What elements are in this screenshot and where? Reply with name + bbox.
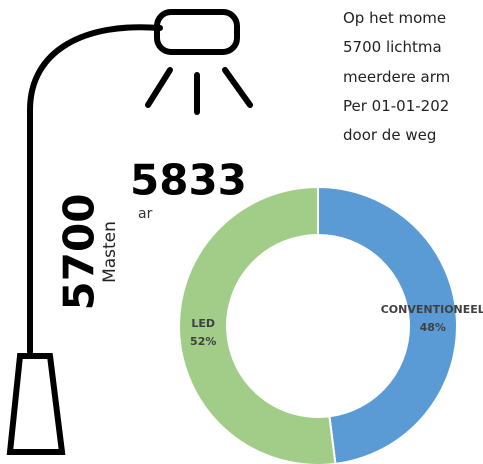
- text-line: Per 01-01-202: [343, 97, 450, 115]
- armaturen-label: ar: [138, 206, 153, 222]
- donut-chart: CONVENTIONEEL 48% LED 52%: [178, 185, 483, 464]
- masten-label: Masten: [100, 221, 120, 283]
- masten-count: 5700: [55, 194, 104, 311]
- lamp-icon: [6, 9, 253, 455]
- text-line: meerdere arm: [343, 68, 451, 86]
- segment-label: CONVENTIONEEL: [381, 303, 483, 316]
- text-line: 5700 lichtma: [343, 38, 442, 56]
- text-line: door de weg: [343, 126, 437, 144]
- light-ray: [222, 67, 253, 108]
- donut-segment: [317, 185, 458, 464]
- light-ray: [145, 67, 173, 108]
- lamp-pole: [27, 24, 163, 355]
- segment-value: 52%: [190, 335, 216, 348]
- lamp-head: [154, 9, 240, 55]
- segment-label: LED: [191, 317, 215, 330]
- text-line: Op het mome: [343, 9, 447, 27]
- segment-value: 48%: [420, 321, 446, 334]
- armaturen-count: 5833: [130, 156, 247, 205]
- donut-segment: [178, 185, 337, 464]
- lamp-base: [6, 353, 66, 455]
